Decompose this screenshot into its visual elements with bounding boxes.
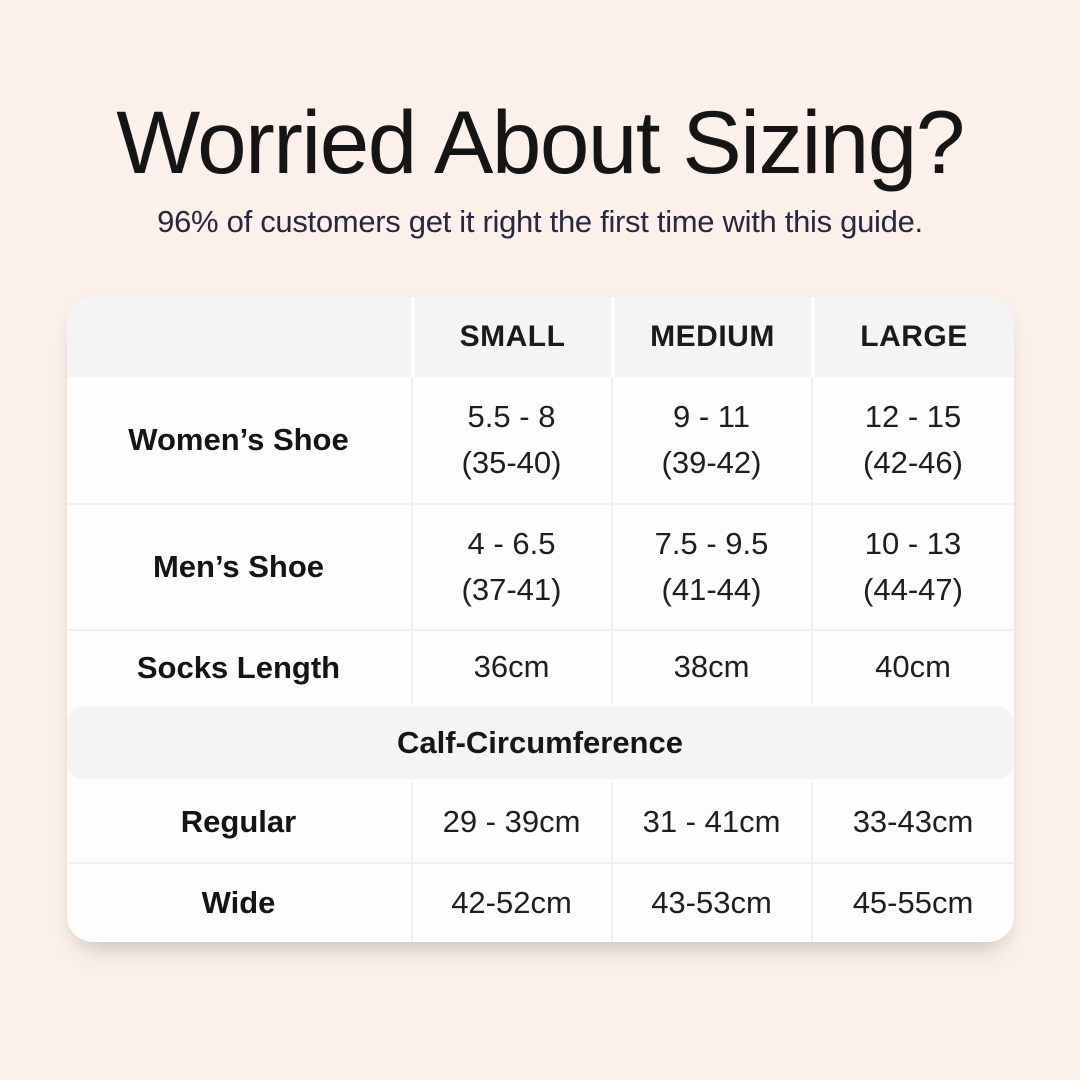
value-line: 40cm (875, 649, 951, 685)
value-line: 7.5 - 9.5 (654, 525, 769, 561)
cell-mens-small: 4 - 6.5 (37-41) (410, 505, 611, 630)
value-line: 31 - 41cm (642, 803, 781, 839)
row-label-mens-shoe: Men’s Shoe (152, 549, 325, 585)
value-line: (39-42) (661, 445, 762, 481)
value-line: (35-40) (461, 445, 562, 481)
row-label-socks-length: Socks Length (136, 649, 341, 685)
table-row-mens-shoe: Men’s Shoe 4 - 6.5 (37-41) 7.5 - 9.5 (41… (66, 503, 1014, 630)
value-line: 45-55cm (852, 884, 974, 920)
value-line: 29 - 39cm (442, 803, 581, 839)
section-header-calf-circumference: Calf-Circumference (66, 707, 1014, 780)
cell-regular-small: 29 - 39cm (410, 782, 611, 863)
value-line: 43-53cm (651, 884, 772, 920)
cell-wide-medium: 43-53cm (610, 864, 811, 943)
value-line: 5.5 - 8 (467, 398, 556, 434)
value-line: 33-43cm (852, 803, 974, 839)
header-cell-empty (66, 297, 411, 378)
header-cell-medium: MEDIUM (610, 297, 811, 378)
cell-womens-small: 5.5 - 8 (35-40) (410, 377, 611, 504)
value-line: 42-52cm (451, 884, 572, 920)
value-line: (41-44) (661, 572, 762, 608)
table-row-womens-shoe: Women’s Shoe 5.5 - 8 (35-40) 9 - 11 (39-… (67, 377, 1014, 504)
table-row-wide: Wide 42-52cm 43-53cm 45-55cm (66, 862, 1014, 943)
value-line: 36cm (473, 649, 550, 685)
table-row-socks-length: Socks Length 36cm 38cm 40cm (66, 629, 1014, 705)
header-cell-small: SMALL (410, 297, 611, 378)
table-row-regular: Regular 29 - 39cm 31 - 41cm 33-43cm (67, 782, 1014, 863)
cell-mens-medium: 7.5 - 9.5 (41-44) (610, 505, 811, 630)
page-title: Worried About Sizing? (116, 92, 965, 192)
value-line: 12 - 15 (864, 398, 962, 434)
value-line: (44-47) (863, 572, 963, 608)
value-line: 4 - 6.5 (467, 525, 556, 561)
cell-wide-large: 45-55cm (810, 864, 1014, 943)
value-line: (37-41) (461, 572, 562, 608)
value-line: 10 - 13 (864, 525, 962, 561)
value-line: (42-46) (863, 445, 963, 481)
cell-wide-small: 42-52cm (410, 864, 611, 943)
page-subtitle: 96% of customers get it right the first … (157, 204, 923, 240)
row-label-wide: Wide (201, 885, 276, 921)
cell-socks-large: 40cm (810, 631, 1014, 705)
size-chart-table: SMALL MEDIUM LARGE Women’s Shoe 5.5 - 8 … (66, 297, 1014, 943)
cell-womens-medium: 9 - 11 (39-42) (610, 377, 811, 504)
cell-womens-large: 12 - 15 (42-46) (810, 377, 1014, 504)
row-label-womens-shoe: Women’s Shoe (128, 422, 349, 458)
cell-socks-medium: 38cm (610, 631, 811, 705)
cell-regular-large: 33-43cm (810, 782, 1014, 863)
cell-socks-small: 36cm (410, 631, 611, 705)
cell-regular-medium: 31 - 41cm (610, 782, 811, 863)
row-label-regular: Regular (180, 804, 297, 840)
cell-mens-large: 10 - 13 (44-47) (810, 505, 1014, 630)
value-line: 38cm (673, 649, 750, 685)
header-cell-large: LARGE (810, 297, 1014, 378)
value-line: 9 - 11 (673, 398, 750, 434)
size-chart-header-row: SMALL MEDIUM LARGE (66, 297, 1014, 378)
